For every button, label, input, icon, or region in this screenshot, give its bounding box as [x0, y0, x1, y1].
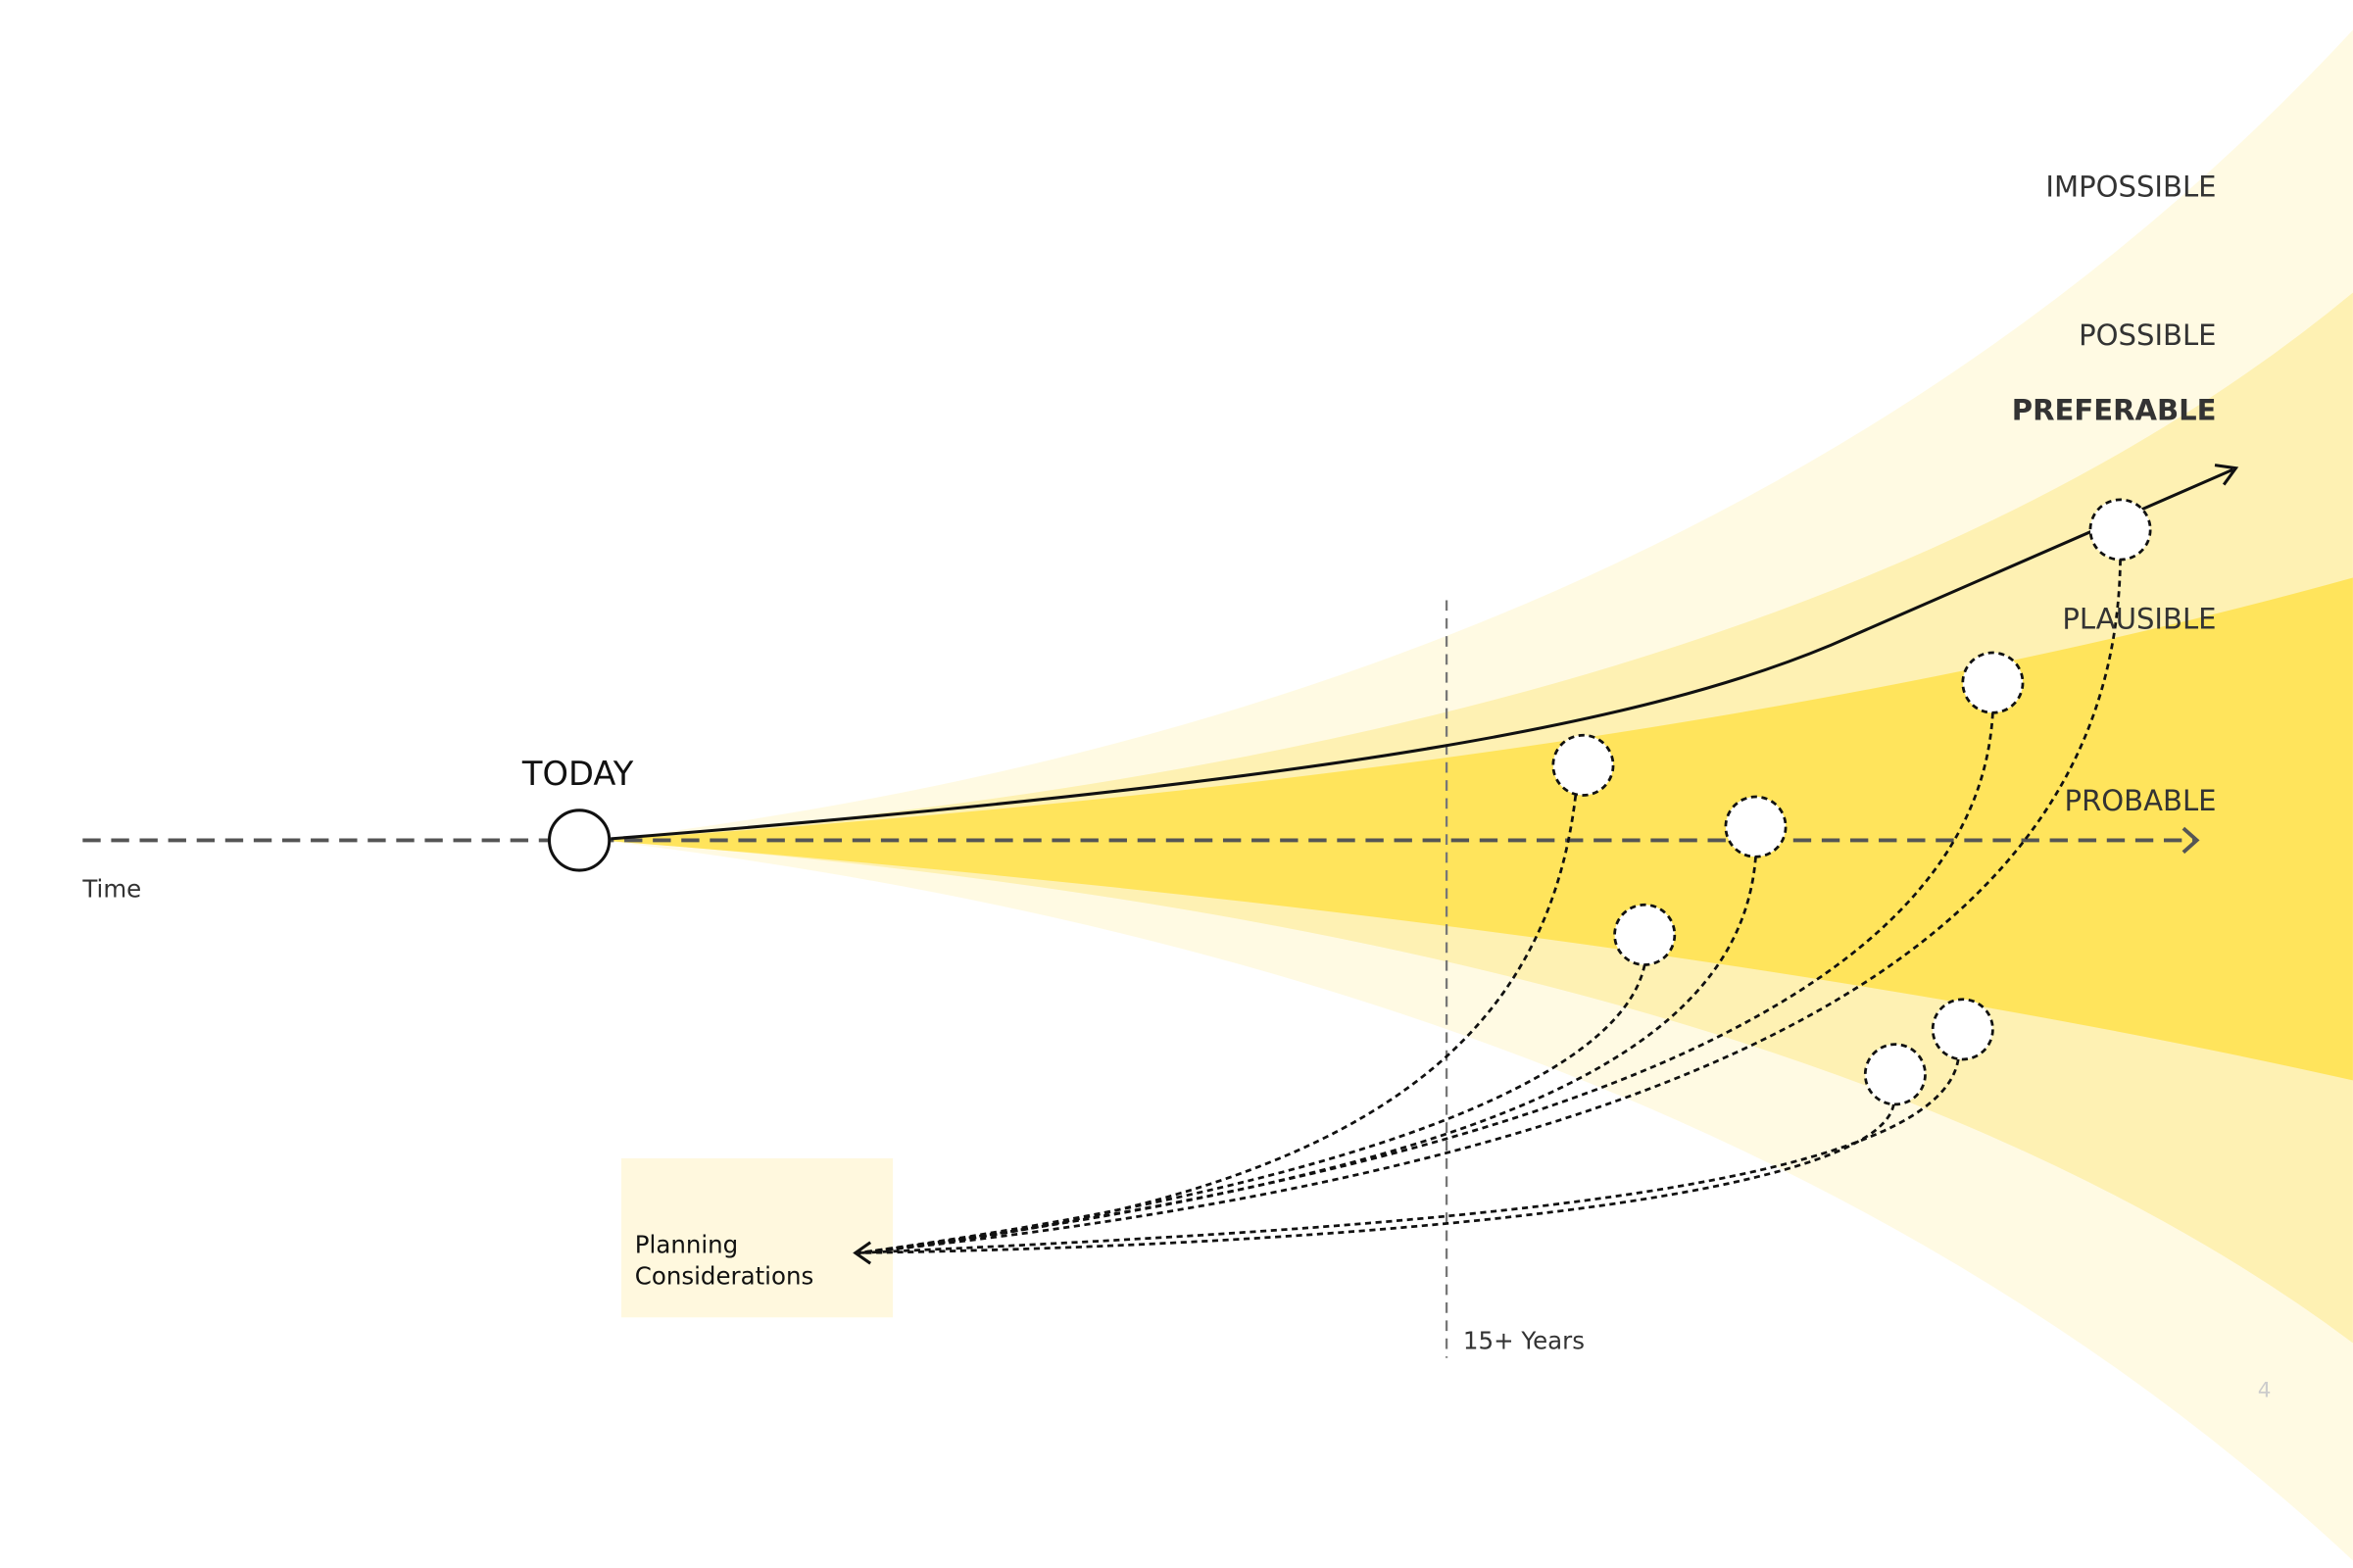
preferable-path [611, 467, 2234, 841]
horizon-label: 15+ Years [1463, 1326, 1585, 1354]
page-number: 4 [2258, 1378, 2272, 1402]
today-label: TODAY [521, 755, 634, 793]
planning-box [620, 1158, 894, 1318]
today-dot [547, 808, 612, 872]
preferable-arrow [2214, 464, 2239, 486]
label-probable: PROBABLE [2065, 784, 2217, 817]
time-arrow [2181, 826, 2200, 855]
connectors [858, 560, 2122, 1254]
time-label: Time [81, 875, 141, 904]
planning-line: Considerations [635, 1262, 814, 1291]
label-preferable: PREFERABLE [2012, 394, 2217, 427]
label-plausible: PLAUSIBLE [2062, 603, 2216, 636]
planning-line: Planning [635, 1230, 738, 1258]
scenario-dots [1551, 498, 2152, 1106]
label-impossible: IMPOSSIBLE [2045, 171, 2216, 204]
planning-arrow [853, 1241, 872, 1265]
label-possible: POSSIBLE [2079, 318, 2216, 352]
cone-plausible [600, 577, 2353, 1081]
